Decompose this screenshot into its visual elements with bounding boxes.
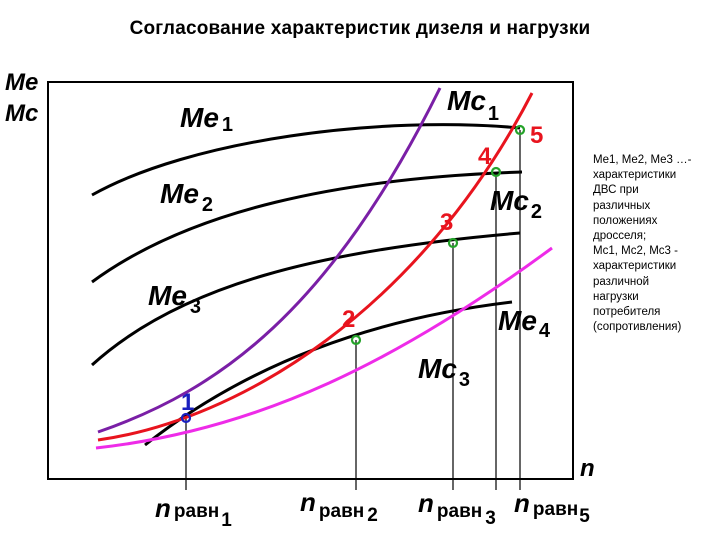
equilibrium-drop-lines xyxy=(185,130,521,490)
point-number-3: 3 xyxy=(440,209,453,236)
legend-line: ДВС при xyxy=(593,184,639,197)
y-axis-label-me: Me xyxy=(5,69,38,96)
page-title: Согласование характеристик дизеля и нагр… xyxy=(129,18,591,39)
n-equilibrium-3: n равн 3 xyxy=(418,488,496,529)
point-number-4: 4 xyxy=(478,143,492,170)
marker-point-5 xyxy=(514,124,526,136)
curve-labels: Me 1 Me 2 Me 3 Me 4 Mc 1 Mc 2 Mc 3 xyxy=(148,85,551,391)
label-me4: Me 4 xyxy=(498,305,551,342)
mc1-curve xyxy=(97,87,442,434)
legend-line: различных xyxy=(593,199,651,212)
label-mc1: Mc 1 xyxy=(447,85,499,125)
marker-point-2 xyxy=(350,334,362,346)
x-axis-label: n xyxy=(580,455,595,482)
label-me3: Me 3 xyxy=(148,280,201,318)
me2-curve xyxy=(91,170,523,284)
me4-curve xyxy=(144,300,513,447)
label-me2: Me 2 xyxy=(160,178,213,216)
mc2-curve xyxy=(97,92,534,442)
marker-point-1 xyxy=(180,412,192,424)
engine-curves xyxy=(90,123,523,447)
legend-line: дросселя; xyxy=(593,230,647,243)
marker-point-4 xyxy=(490,166,502,178)
equilibrium-speed-labels: n равн 1 n равн 2 n равн 3 n равн5 xyxy=(155,487,590,531)
n-equilibrium-5: n равн5 xyxy=(514,488,590,527)
n-equilibrium-2: n равн 2 xyxy=(300,487,378,526)
legend-text: Me1, Me2, Me3 …- характеристики ДВС при … xyxy=(593,153,715,335)
legend-line: характеристики xyxy=(593,260,677,273)
me1-curve xyxy=(91,123,521,197)
me3-curve xyxy=(90,231,521,367)
legend-line: положениях xyxy=(593,214,658,227)
mc3-curve xyxy=(95,246,553,450)
label-mc3: Mc 3 xyxy=(418,353,470,391)
legend-line: характеристики xyxy=(593,169,677,182)
marker-point-3 xyxy=(447,237,459,249)
intersection-markers xyxy=(180,124,526,424)
legend-line: Me1, Me2, Me3 …- xyxy=(593,154,692,166)
label-me1: Me 1 xyxy=(180,102,233,136)
label-mc2: Mc 2 xyxy=(490,185,542,223)
n-equilibrium-1: n равн 1 xyxy=(155,493,232,531)
legend-line: различной xyxy=(593,275,650,288)
legend-line: Mc1, Mc2, Mc3 - xyxy=(593,245,678,258)
point-number-5: 5 xyxy=(530,122,543,149)
plot-frame xyxy=(47,81,574,480)
legend-line: (сопротивления) xyxy=(593,321,682,334)
point-number-2: 2 xyxy=(342,306,355,333)
legend-line: потребителя xyxy=(593,306,661,319)
point-number-1: 1 xyxy=(181,389,194,416)
legend-line: нагрузки xyxy=(593,290,639,303)
y-axis-label-mc: Mc xyxy=(5,100,38,127)
point-numbers: 1 2 3 4 5 xyxy=(181,122,543,416)
